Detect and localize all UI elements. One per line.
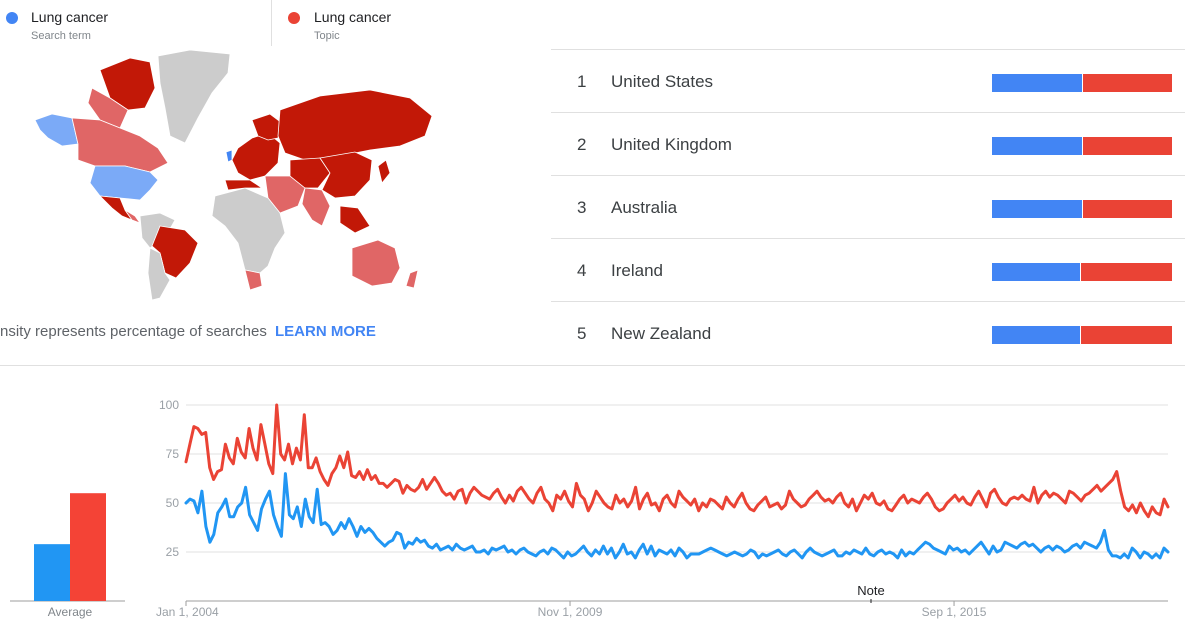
x-tick-label: Jan 1, 2004 (156, 605, 219, 619)
map-region-brazil[interactable] (151, 225, 199, 279)
share-bar (992, 326, 1172, 344)
red-share-bar (1081, 326, 1172, 344)
chart-series (184, 403, 1170, 560)
country-name: New Zealand (611, 324, 712, 343)
legend-name: Lung cancer (31, 9, 109, 25)
series-line-topic (184, 403, 1170, 519)
blue-share-bar (992, 74, 1082, 92)
legend-name: Lung cancer (314, 9, 392, 25)
map-region-central-america[interactable] (124, 209, 142, 224)
x-tick-label: Sep 1, 2015 (922, 605, 987, 619)
share-bar (992, 74, 1172, 92)
rank-number: 4 (577, 261, 587, 280)
map-region-alaska[interactable] (34, 113, 79, 147)
list-item[interactable]: 4 Ireland (551, 238, 1185, 302)
section-divider (0, 365, 551, 366)
blue-share-bar (992, 326, 1080, 344)
blue-dot-icon (6, 12, 18, 24)
red-share-bar (1083, 200, 1172, 218)
share-bar (992, 200, 1172, 218)
rankings-bottom-divider (551, 365, 1185, 366)
map-region-mexico[interactable] (98, 195, 134, 221)
map-region-southeast-asia[interactable] (339, 205, 371, 234)
map-caption: nsity represents percentage of searches … (0, 323, 376, 340)
series-line-search-term (184, 472, 1170, 560)
average-bars (34, 493, 106, 601)
share-bar (992, 263, 1172, 281)
map-region-uk[interactable] (225, 149, 233, 163)
world-map-svg (34, 49, 433, 301)
red-dot-icon (288, 12, 300, 24)
legend-type: Search term (31, 30, 91, 42)
map-region-north-africa[interactable] (224, 179, 264, 191)
map-region-canada[interactable] (71, 117, 169, 173)
country-name: Ireland (611, 261, 663, 280)
map-region-usa[interactable] (89, 165, 159, 201)
country-name: United Kingdom (611, 135, 732, 154)
map-region-new-zealand[interactable] (405, 269, 419, 289)
map-region-japan[interactable] (377, 159, 391, 184)
blue-share-bar (992, 263, 1080, 281)
list-item[interactable]: 3 Australia (551, 175, 1185, 239)
map-region-greenland[interactable] (157, 49, 231, 144)
country-name: United States (611, 72, 714, 91)
map-region-south-america-south[interactable] (147, 247, 171, 301)
rank-number: 2 (577, 135, 587, 154)
note-label[interactable]: Note (857, 583, 884, 598)
y-tick-label: 25 (166, 545, 180, 559)
list-item[interactable]: 1 United States (551, 49, 1185, 113)
average-chart: Average (10, 493, 125, 619)
y-tick-label: 100 (159, 398, 179, 412)
interest-over-time-chart[interactable]: 25 50 75 100 Jan 1, 2004 Nov 1, 2009 Sep 1, 2… (140, 390, 1180, 625)
rank-number: 5 (577, 324, 587, 343)
map-region-russia[interactable] (277, 89, 433, 161)
map-region-europe[interactable] (231, 132, 281, 181)
map-region-china[interactable] (319, 151, 373, 199)
legend-divider (271, 0, 272, 46)
average-label: Average (48, 605, 93, 619)
blue-share-bar (992, 137, 1082, 155)
map-region-india[interactable] (301, 187, 331, 227)
country-name: Australia (611, 198, 678, 217)
map-region-scandinavia[interactable] (251, 113, 283, 141)
y-tick-label: 50 (166, 496, 180, 510)
red-share-bar (1083, 74, 1172, 92)
map-region-south-africa[interactable] (244, 269, 263, 291)
list-item[interactable]: 2 United Kingdom (551, 112, 1185, 176)
rank-number: 1 (577, 72, 587, 91)
map-region-australia[interactable] (351, 239, 401, 287)
red-share-bar (1083, 137, 1172, 155)
map-caption-text: nsity represents percentage of searches (0, 323, 267, 340)
legend-item-topic[interactable]: Lung cancer Topic (272, 0, 552, 46)
blue-share-bar (992, 200, 1082, 218)
legend-item-search-term[interactable]: Lung cancer Search term (0, 0, 270, 46)
share-bar (992, 137, 1172, 155)
world-map[interactable] (0, 48, 540, 308)
x-axis-ticks: Jan 1, 2004 Nov 1, 2009 Sep 1, 2015 (156, 599, 987, 619)
average-bar-search-term (34, 544, 70, 601)
map-region-africa[interactable] (211, 187, 286, 274)
red-share-bar (1081, 263, 1172, 281)
rank-number: 3 (577, 198, 587, 217)
average-bar-topic (70, 493, 106, 601)
list-item[interactable]: 5 New Zealand (551, 301, 1185, 365)
learn-more-link[interactable]: LEARN MORE (275, 323, 376, 340)
x-tick-label: Nov 1, 2009 (538, 605, 603, 619)
y-tick-label: 75 (166, 447, 180, 461)
legend-type: Topic (314, 30, 340, 42)
